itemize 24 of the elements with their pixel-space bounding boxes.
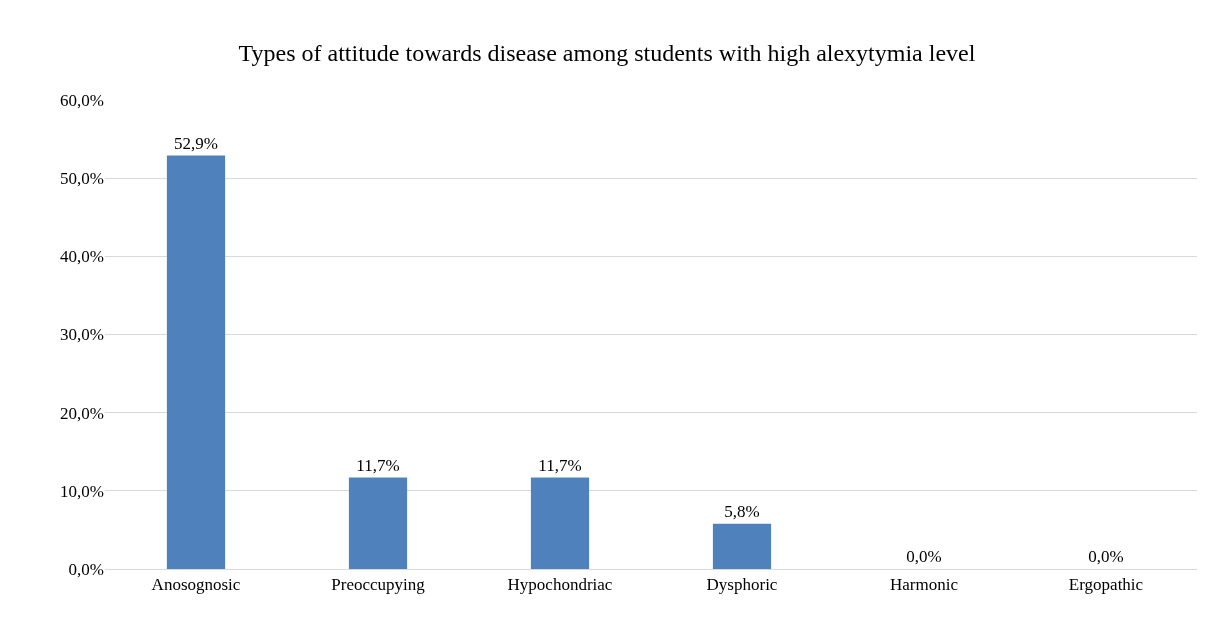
- x-tick-label: Anosognosic: [151, 575, 241, 595]
- y-tick-label: 20,0%: [60, 403, 104, 423]
- data-label: 52,9%: [174, 133, 218, 153]
- y-tick-label: 0,0%: [68, 559, 104, 579]
- y-tick-label: 40,0%: [60, 247, 104, 267]
- data-label: 5,8%: [724, 501, 760, 521]
- bar: [530, 477, 590, 569]
- x-tick-label: Ergopathic: [1068, 575, 1144, 595]
- x-tick-label: Harmonic: [890, 575, 959, 595]
- y-tick-label: 10,0%: [60, 481, 104, 501]
- y-tick-label: 50,0%: [60, 169, 104, 189]
- bar: [348, 477, 408, 569]
- data-label: 0,0%: [906, 547, 942, 566]
- y-tick-label: 60,0%: [60, 90, 104, 110]
- y-tick-label: 30,0%: [60, 325, 104, 345]
- bar: [166, 155, 226, 569]
- bar: [712, 523, 772, 569]
- data-label: 0,0%: [1088, 547, 1124, 566]
- x-tick-label: Hypochondriac: [507, 575, 613, 595]
- x-tick-label: Preoccupying: [331, 575, 426, 595]
- x-tick-label: Dysphoric: [706, 575, 778, 595]
- chart-title: Types of attitude towards disease among students with high alexytymia level: [238, 39, 976, 66]
- data-label: 11,7%: [538, 455, 582, 475]
- data-label: 11,7%: [356, 455, 400, 475]
